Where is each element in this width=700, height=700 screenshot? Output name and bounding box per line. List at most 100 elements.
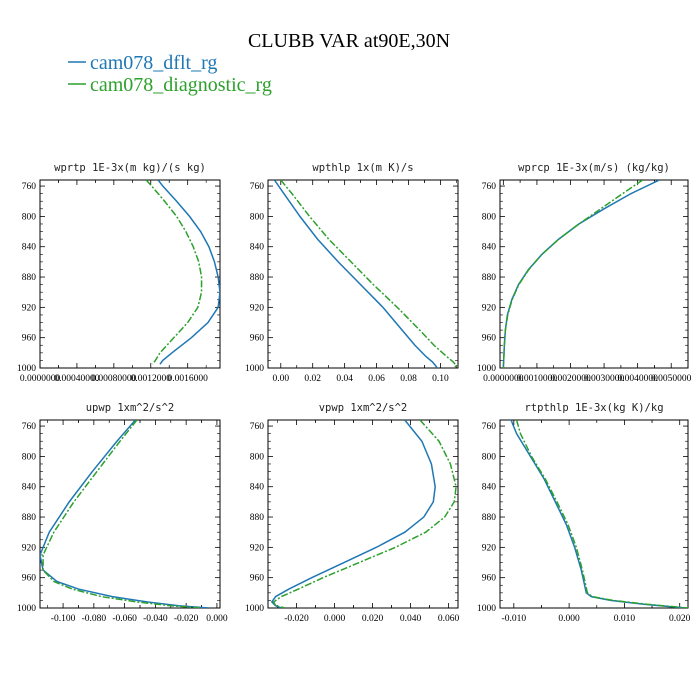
- x-tick-label: 0.0030000: [584, 374, 625, 384]
- y-tick-label: 840: [22, 243, 37, 253]
- x-tick-label: -0.020: [284, 614, 309, 624]
- y-tick-label: 960: [22, 334, 37, 344]
- x-tick-label: 0.010: [614, 614, 636, 624]
- y-tick-label: 960: [482, 574, 497, 584]
- x-tick-label: 0.0012000: [131, 374, 172, 384]
- legend-label-diagnostic: cam078_diagnostic_rg: [90, 74, 272, 96]
- y-tick-label: 800: [250, 452, 265, 462]
- x-tick-label: 0.00080000: [91, 374, 136, 384]
- panels: wprtp 1E-3x(m kg)/(s kg) 760 800 840 880 920 9…: [17, 162, 692, 624]
- y-tick-label: 920: [482, 303, 497, 313]
- x-tick-label: 0.060: [438, 614, 460, 624]
- panel-3: upwp 1xm^2/s^2 760 800 840 880 920 960 1000 -0.1…: [17, 402, 228, 624]
- series-line-diagnostic: [502, 180, 644, 368]
- x-tick-label: 0.00040000: [54, 374, 99, 384]
- series-line-diagnostic: [515, 420, 688, 608]
- y-tick-label: 840: [22, 483, 37, 493]
- plot-frame: [267, 179, 459, 369]
- figure-title: CLUBB VAR at90E,30N: [248, 30, 450, 52]
- y-tick-label: 800: [22, 452, 37, 462]
- y-tick-label: 920: [22, 543, 37, 553]
- panel-title: vpwp 1xm^2/s^2: [319, 402, 408, 414]
- series-line-dflt: [270, 420, 436, 608]
- y-tick-label: 760: [250, 182, 265, 192]
- y-tick-label: 880: [482, 513, 497, 523]
- x-tick-label: 0.0050000: [651, 374, 692, 384]
- y-tick-label: 760: [22, 422, 37, 432]
- panel-1: wpthlp 1x(m K)/s 760 800 840 880 920 960 1000 0.…: [245, 162, 459, 384]
- series-line-diagnostic: [145, 180, 203, 365]
- y-tick-label: 920: [22, 303, 37, 313]
- series-line-dflt: [273, 180, 438, 368]
- y-tick-label: 760: [482, 182, 497, 192]
- y-tick-label: 800: [482, 212, 497, 222]
- panel-0: wprtp 1E-3x(m kg)/(s kg) 760 800 840 880 920 9…: [17, 162, 221, 384]
- series-line-diagnostic: [280, 180, 458, 368]
- plot-frame: [267, 419, 459, 609]
- series-line-dflt: [157, 180, 220, 365]
- y-tick-label: 760: [22, 182, 37, 192]
- legend: cam078_dflt_rg cam078_diagnostic_rg: [68, 52, 272, 96]
- y-tick-label: 760: [482, 422, 497, 432]
- series-line-diagnostic: [272, 420, 457, 608]
- y-tick-label: 880: [22, 513, 37, 523]
- x-tick-label: 0.000: [206, 614, 228, 624]
- x-tick-label: 0.000: [324, 614, 346, 624]
- x-tick-label: 0.10: [432, 374, 449, 384]
- y-tick-label: 880: [250, 273, 265, 283]
- y-tick-label: 1000: [477, 364, 496, 374]
- y-tick-label: 1000: [477, 604, 496, 614]
- y-tick-label: 840: [250, 243, 265, 253]
- y-tick-label: 920: [482, 543, 497, 553]
- y-tick-label: 800: [250, 212, 265, 222]
- y-tick-label: 960: [250, 574, 265, 584]
- y-tick-label: 840: [250, 483, 265, 493]
- x-tick-label: -0.100: [51, 614, 76, 624]
- x-tick-label: 0.0016000: [168, 374, 209, 384]
- x-tick-label: 0.040: [400, 614, 422, 624]
- series-line-dflt: [502, 180, 660, 368]
- x-tick-label: 0.0000000: [20, 374, 61, 384]
- y-tick-label: 960: [250, 334, 265, 344]
- x-tick-label: 0.0000000: [483, 374, 524, 384]
- y-tick-label: 840: [482, 483, 497, 493]
- x-tick-label: 0.00: [272, 374, 289, 384]
- x-tick-label: 0.08: [400, 374, 417, 384]
- x-tick-label: -0.060: [112, 614, 137, 624]
- plot-frame: [499, 179, 689, 369]
- y-tick-label: 960: [22, 574, 37, 584]
- panel-title: upwp 1xm^2/s^2: [86, 402, 175, 414]
- plot-frame: [39, 179, 221, 369]
- y-tick-label: 880: [250, 513, 265, 523]
- x-tick-label: -0.010: [502, 614, 527, 624]
- x-tick-label: 0.0010000: [517, 374, 558, 384]
- y-tick-label: 800: [482, 452, 497, 462]
- y-tick-label: 760: [250, 422, 265, 432]
- x-tick-label: 0.06: [368, 374, 385, 384]
- series-line-diagnostic: [42, 420, 202, 608]
- y-tick-label: 960: [482, 334, 497, 344]
- x-tick-label: 0.0020000: [550, 374, 591, 384]
- y-tick-label: 880: [22, 273, 37, 283]
- plot-frame: [499, 419, 689, 609]
- x-tick-label: 0.020: [362, 614, 384, 624]
- panel-title: wprcp 1E-3x(m/s) (kg/kg): [518, 162, 670, 174]
- series-line-dflt: [40, 420, 210, 608]
- x-tick-label: -0.020: [174, 614, 199, 624]
- x-tick-label: -0.080: [82, 614, 107, 624]
- x-tick-label: 0.020: [669, 614, 691, 624]
- y-tick-label: 1000: [17, 364, 36, 374]
- y-tick-label: 800: [22, 212, 37, 222]
- legend-label-dflt: cam078_dflt_rg: [90, 52, 217, 74]
- panel-title: wprtp 1E-3x(m kg)/(s kg): [54, 162, 206, 174]
- y-tick-label: 840: [482, 243, 497, 253]
- x-tick-label: 0.0040000: [617, 374, 658, 384]
- y-tick-label: 1000: [17, 604, 36, 614]
- panel-title: wpthlp 1x(m K)/s: [312, 162, 413, 174]
- x-tick-label: -0.040: [143, 614, 168, 624]
- y-tick-label: 880: [482, 273, 497, 283]
- x-tick-label: 0.02: [304, 374, 321, 384]
- y-tick-label: 920: [250, 543, 265, 553]
- y-tick-label: 1000: [245, 364, 264, 374]
